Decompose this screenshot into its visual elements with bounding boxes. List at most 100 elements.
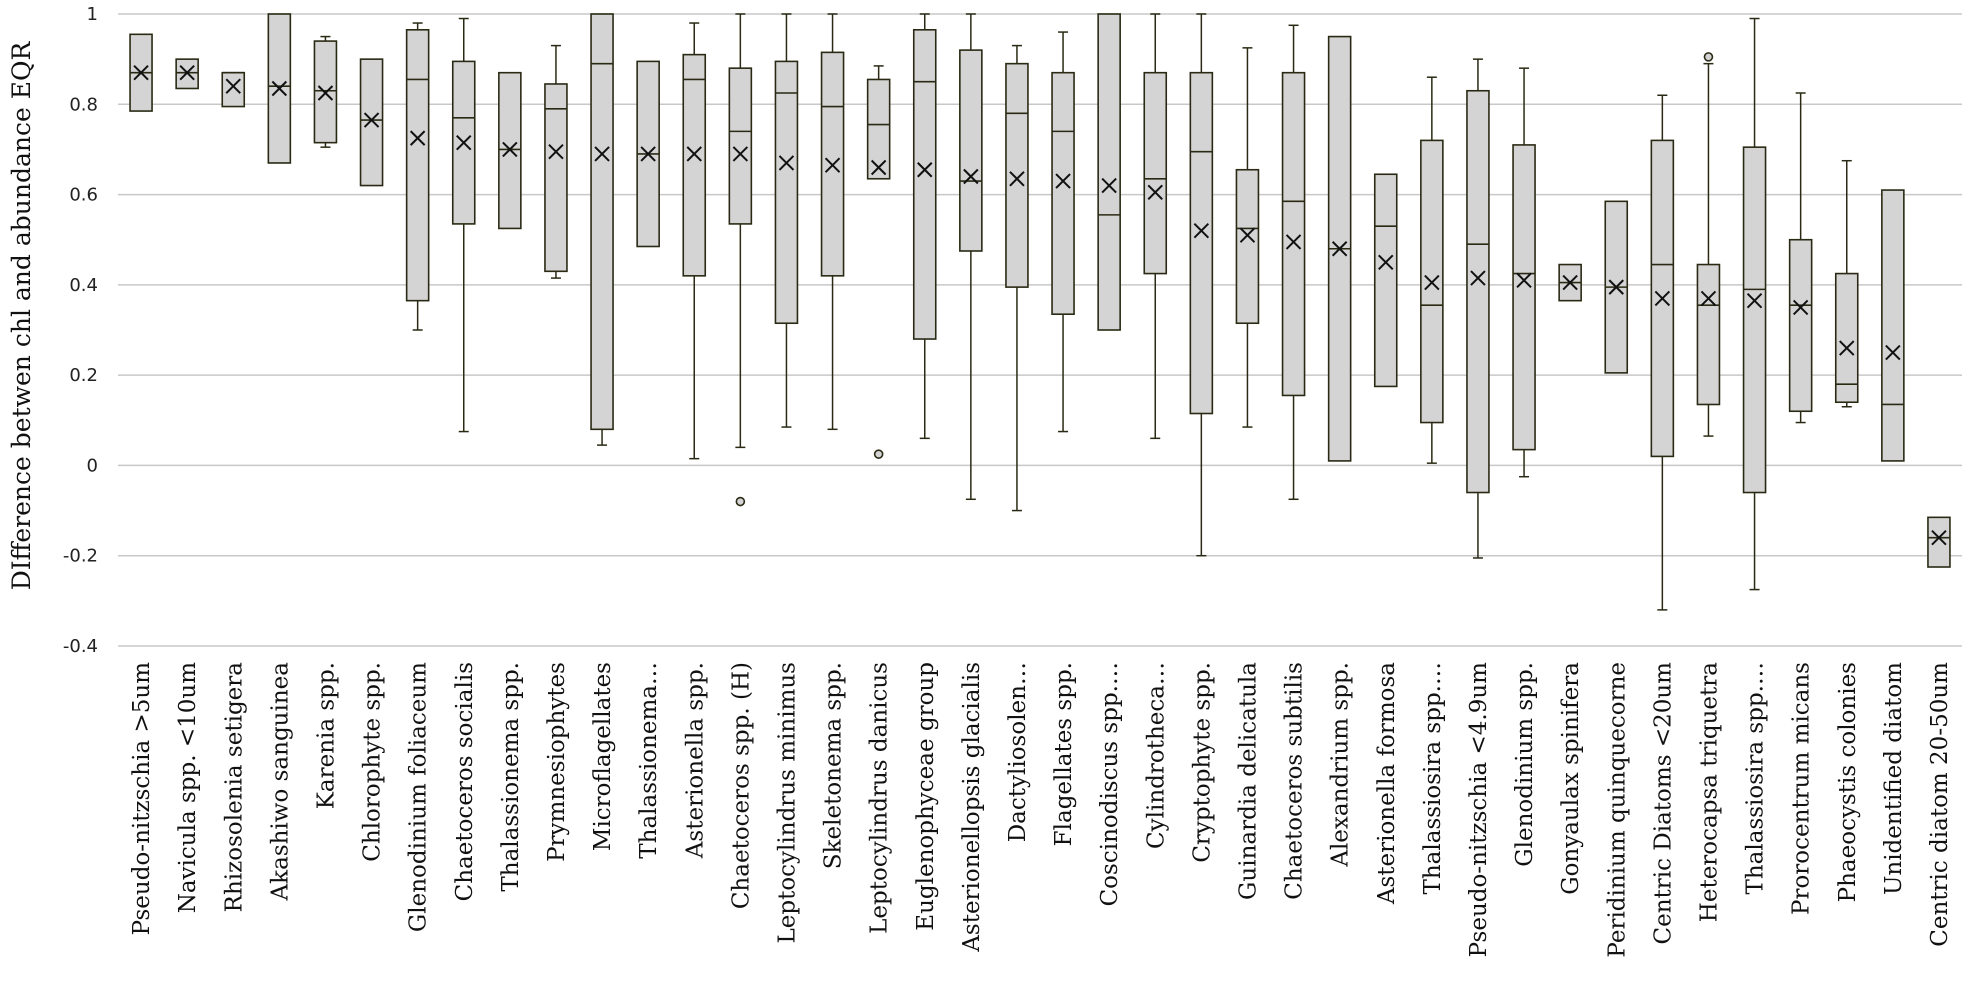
box	[1466, 89, 1490, 494]
box	[1373, 173, 1398, 388]
mean-marker	[1608, 279, 1624, 295]
box	[1281, 71, 1306, 397]
category-label: Asterionella spp.	[682, 662, 708, 859]
category-label: Chlorophyte spp.	[360, 662, 386, 862]
box-group	[129, 33, 153, 112]
box-group	[451, 17, 476, 433]
category-label: Asterionellopsis glacialis	[959, 662, 985, 953]
category-label: Glenodinium foliaceum	[406, 662, 432, 932]
box-group	[1650, 94, 1675, 611]
box	[866, 78, 891, 180]
category-label: Leptocylindrus danicus	[867, 662, 893, 934]
category-label: Gonyaulax spinifera	[1558, 662, 1584, 895]
mean-marker	[225, 78, 241, 94]
box-group	[1466, 58, 1490, 559]
box-group	[1927, 516, 1951, 568]
category-label: Chaetoceros socialis	[452, 662, 478, 901]
category-label: Coscinodiscus spp.…	[1097, 662, 1123, 906]
category-label: Dactyliosolen…	[1005, 662, 1031, 842]
category-label: Thalassionema…	[636, 662, 662, 859]
mean-marker	[1193, 222, 1210, 239]
box	[1189, 71, 1214, 415]
y-tick-label: 0.4	[69, 275, 98, 296]
box-group	[1420, 76, 1444, 464]
mean-marker	[686, 146, 702, 162]
box-group	[912, 13, 937, 440]
mean-marker	[1055, 173, 1071, 189]
box	[405, 28, 430, 302]
mean-marker	[409, 130, 426, 146]
mean-marker	[917, 162, 933, 178]
box-group	[1327, 35, 1352, 462]
box	[1788, 238, 1813, 413]
gridlines	[118, 13, 1962, 647]
y-tick-label: 1	[87, 4, 98, 25]
outlier-point	[873, 449, 884, 459]
mean-marker	[1285, 234, 1302, 250]
box	[1742, 146, 1767, 494]
box-group	[1143, 13, 1168, 440]
mean-marker	[1792, 299, 1809, 316]
box	[1512, 144, 1536, 451]
box-group	[1512, 67, 1536, 478]
mean-marker	[1700, 290, 1717, 307]
box	[959, 49, 983, 252]
mean-marker	[1839, 340, 1855, 356]
y-tick-label: 0.8	[69, 94, 98, 115]
category-label: Euglenophyceae group	[913, 662, 939, 931]
category-label: Prymnesiophytes	[544, 662, 570, 862]
box-group	[866, 65, 891, 459]
box-group	[544, 44, 568, 279]
category-label: Heterocapsa triquetra	[1696, 662, 1722, 922]
box-group	[1604, 200, 1629, 374]
mean-marker	[870, 159, 887, 176]
mean-marker	[317, 85, 334, 101]
box-group	[175, 58, 199, 90]
box	[774, 60, 799, 325]
category-label: Karenia spp.	[313, 662, 339, 809]
mean-marker	[640, 146, 656, 162]
box	[1005, 62, 1029, 288]
box-group	[1189, 13, 1214, 557]
box-group	[1235, 47, 1260, 428]
box-group	[682, 22, 707, 460]
box	[359, 58, 384, 187]
y-tick-label: 0.6	[69, 185, 98, 206]
category-label: Peridinium quinquecorne	[1604, 662, 1630, 958]
box	[1834, 272, 1859, 404]
box-group	[1097, 13, 1121, 331]
box	[1881, 189, 1905, 462]
box-group	[221, 71, 246, 108]
box-group	[1373, 173, 1398, 388]
mean-marker	[1562, 274, 1578, 291]
category-label: Centric diatom 20-50um	[1927, 662, 1953, 947]
category-label: Asterionella formosa	[1374, 662, 1400, 905]
category-label: Chaetoceros spp. (H)	[728, 662, 754, 909]
mean-marker	[824, 157, 841, 173]
box	[1143, 71, 1168, 275]
box-group	[1834, 159, 1859, 408]
box-group	[313, 35, 338, 148]
box-group	[728, 13, 753, 507]
box-group	[1005, 44, 1029, 512]
category-label: Leptocylindrus minimus	[774, 662, 800, 944]
y-axis-title: DIfference betwen chl and abundance EQR	[7, 41, 36, 591]
box	[682, 53, 707, 277]
category-label: Guinardia delicatula	[1235, 662, 1261, 900]
y-tick-label: -0.2	[63, 546, 98, 567]
mean-marker	[1009, 171, 1025, 187]
mean-marker	[1654, 290, 1671, 307]
category-label: Flagellates spp.	[1051, 662, 1077, 846]
mean-marker	[502, 141, 518, 158]
category-labels: Pseudo-nitzschia >5um Navicula spp. <10um…	[129, 662, 1953, 958]
box	[1235, 168, 1260, 325]
category-label: Chaetoceros subtilis	[1282, 662, 1308, 900]
mean-marker	[1424, 274, 1440, 291]
mean-marker	[963, 168, 979, 185]
box-group	[359, 58, 384, 187]
box-group	[267, 13, 292, 164]
y-tick-label: -0.4	[63, 636, 98, 657]
mean-marker	[1470, 270, 1486, 286]
box-group	[1742, 17, 1767, 591]
